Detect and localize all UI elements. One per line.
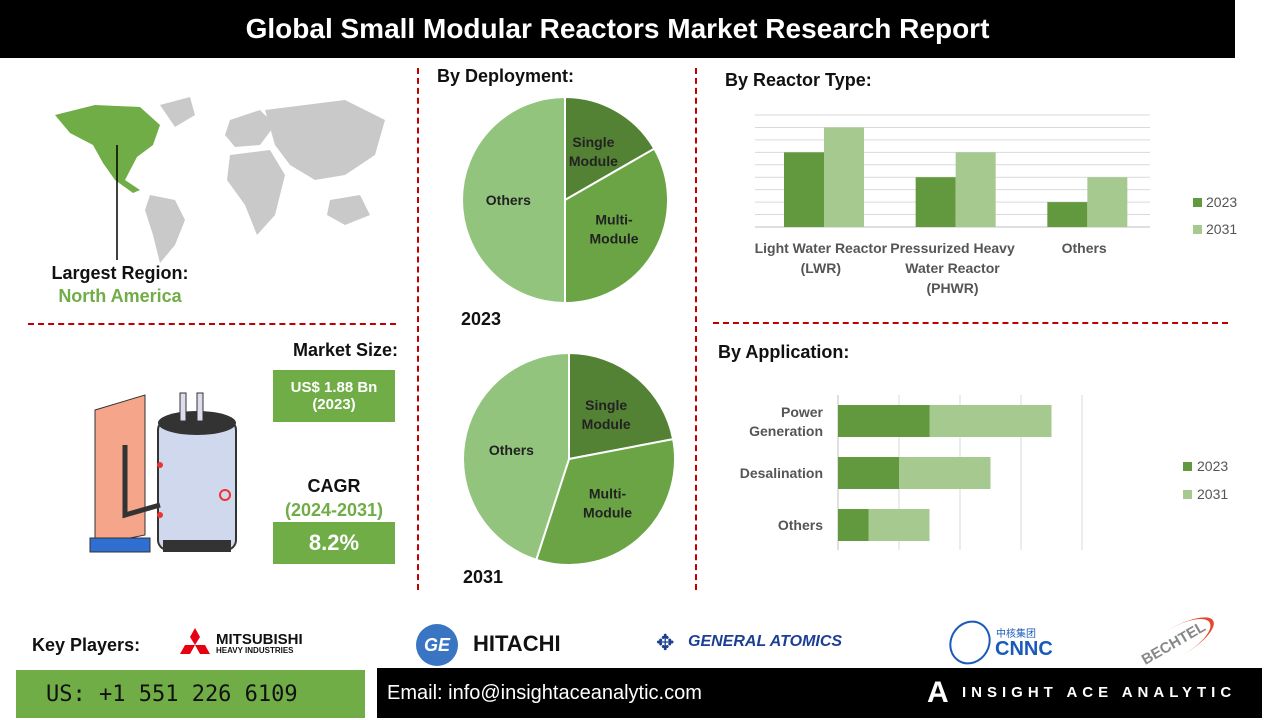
bar-2023 xyxy=(838,509,869,541)
x-tick-label: Light Water Reactor xyxy=(755,240,888,256)
divider xyxy=(695,68,697,590)
map-north-america xyxy=(55,105,160,193)
map-europe xyxy=(225,110,275,147)
reactor-type-chart: Light Water Reactor (LWR) Pressurized Heav… xyxy=(755,114,1237,296)
bar-2023 xyxy=(838,405,930,437)
deployment-pie-charts: Single Module Multi- Module Others Single Modu… xyxy=(461,95,676,566)
map-africa xyxy=(227,150,285,235)
ge-logo-icon: GE xyxy=(416,624,458,666)
y-tick-label: Power xyxy=(781,404,824,420)
pie-slice-others xyxy=(461,95,566,305)
pie-label: Single xyxy=(572,134,614,150)
map-australia xyxy=(327,195,370,225)
legend-swatch xyxy=(1193,198,1202,207)
email[interactable]: Email: info@insightaceanalytic.com xyxy=(387,682,702,704)
mitsubishi-diamonds-icon xyxy=(180,628,210,654)
pie-slice-multi-module xyxy=(564,147,669,305)
cnnc-atom-icon xyxy=(941,613,999,672)
legend-swatch xyxy=(1193,225,1202,234)
pie-label: Module xyxy=(583,505,632,521)
bar-2031 xyxy=(955,152,996,227)
legend-swatch xyxy=(1183,490,1192,499)
application-chart: Power Generation Desalination Others 2023 203… xyxy=(740,395,1228,550)
largest-region-value: North America xyxy=(58,286,182,306)
x-tick-label: Water Reactor xyxy=(905,260,1000,276)
legend-label: 2023 xyxy=(1197,458,1228,474)
divider xyxy=(417,68,419,590)
y-tick-label: Generation xyxy=(749,423,823,439)
legend-label: 2023 xyxy=(1206,194,1237,210)
bar-2023 xyxy=(784,152,824,227)
divider xyxy=(713,322,1228,324)
general-atomics-icon: ✥ xyxy=(656,630,675,655)
logo-bechtel: BECHTEL xyxy=(1130,608,1221,677)
bar-2031 xyxy=(868,509,930,541)
pie-label: Module xyxy=(569,153,618,169)
bar-2031 xyxy=(824,127,864,227)
map-asia xyxy=(265,100,385,180)
cagr-period: (2024-2031) xyxy=(284,500,384,520)
largest-region-label: Largest Region: xyxy=(51,263,189,283)
cagr-value: 8.2% xyxy=(273,522,395,564)
legend-label: 2031 xyxy=(1197,486,1228,502)
pie-label: Module xyxy=(582,416,631,432)
world-map xyxy=(55,97,385,263)
bar-2031 xyxy=(899,457,991,489)
reactor-type-title: By Reactor Type: xyxy=(725,70,872,90)
bar-2031 xyxy=(929,405,1052,437)
x-tick-label: Others xyxy=(1062,240,1107,256)
pie-slice-others xyxy=(462,351,570,562)
bar-2023 xyxy=(915,177,956,227)
market-size-value: US$ 1.88 Bn xyxy=(290,379,378,396)
brand-name: INSIGHT ACE ANALYTIC xyxy=(962,684,1237,701)
pie-label: Multi- xyxy=(589,486,627,502)
key-players-label: Key Players: xyxy=(32,635,141,655)
deployment-title: By Deployment: xyxy=(437,66,575,86)
pie-slice-single-module xyxy=(564,95,656,202)
logo-hitachi: HITACHI xyxy=(473,631,561,656)
pie-2031-label: 2031 xyxy=(463,567,504,587)
pie-slice-single-module xyxy=(568,351,675,461)
cagr-label: CAGR xyxy=(307,476,361,496)
legend-label: 2031 xyxy=(1206,221,1237,237)
legend-swatch xyxy=(1183,462,1192,471)
x-tick-label: (LWR) xyxy=(801,260,841,276)
logo-cnnc-chinese: 中核集团 xyxy=(996,629,1036,640)
map-greenland xyxy=(160,97,195,127)
x-tick-label: Pressurized Heavy xyxy=(890,240,1015,256)
map-south-america xyxy=(145,195,185,263)
reactor-illustration xyxy=(89,392,237,553)
application-title: By Application: xyxy=(718,342,850,362)
market-size-label: Market Size: xyxy=(292,340,398,360)
pie-label: Single xyxy=(585,397,627,413)
y-tick-label: Others xyxy=(778,517,823,533)
bar-2031 xyxy=(1087,177,1128,227)
pie-label: Others xyxy=(489,442,534,458)
phone-number: US: +1 551 226 6109 xyxy=(16,670,365,718)
logo-mitsubishi: MITSUBISHI HEAVY INDUSTRIES xyxy=(180,628,303,658)
bar-2023 xyxy=(838,457,899,489)
logo-cnnc: CNNC xyxy=(995,638,1053,660)
bar-2023 xyxy=(1047,202,1088,227)
market-size-year: (2023) xyxy=(312,396,356,413)
divider xyxy=(28,323,396,325)
report-title: Global Small Modular Reactors Market Res… xyxy=(0,0,1235,58)
footer-bar: Email: info@insightaceanalytic.com A INS… xyxy=(377,668,1262,718)
brand-logo-icon: A xyxy=(927,676,949,709)
pie-label: Multi- xyxy=(595,211,633,227)
pie-label: Others xyxy=(486,192,531,208)
pie-slice-multi-module xyxy=(534,437,676,566)
logo-general-atomics: GENERAL ATOMICS xyxy=(688,633,843,650)
pie-2023-label: 2023 xyxy=(461,309,502,329)
market-size-box: US$ 1.88 Bn (2023) xyxy=(273,370,395,422)
x-tick-label: (PHWR) xyxy=(926,280,978,296)
pie-label: Module xyxy=(590,230,639,246)
y-tick-label: Desalination xyxy=(740,465,823,481)
